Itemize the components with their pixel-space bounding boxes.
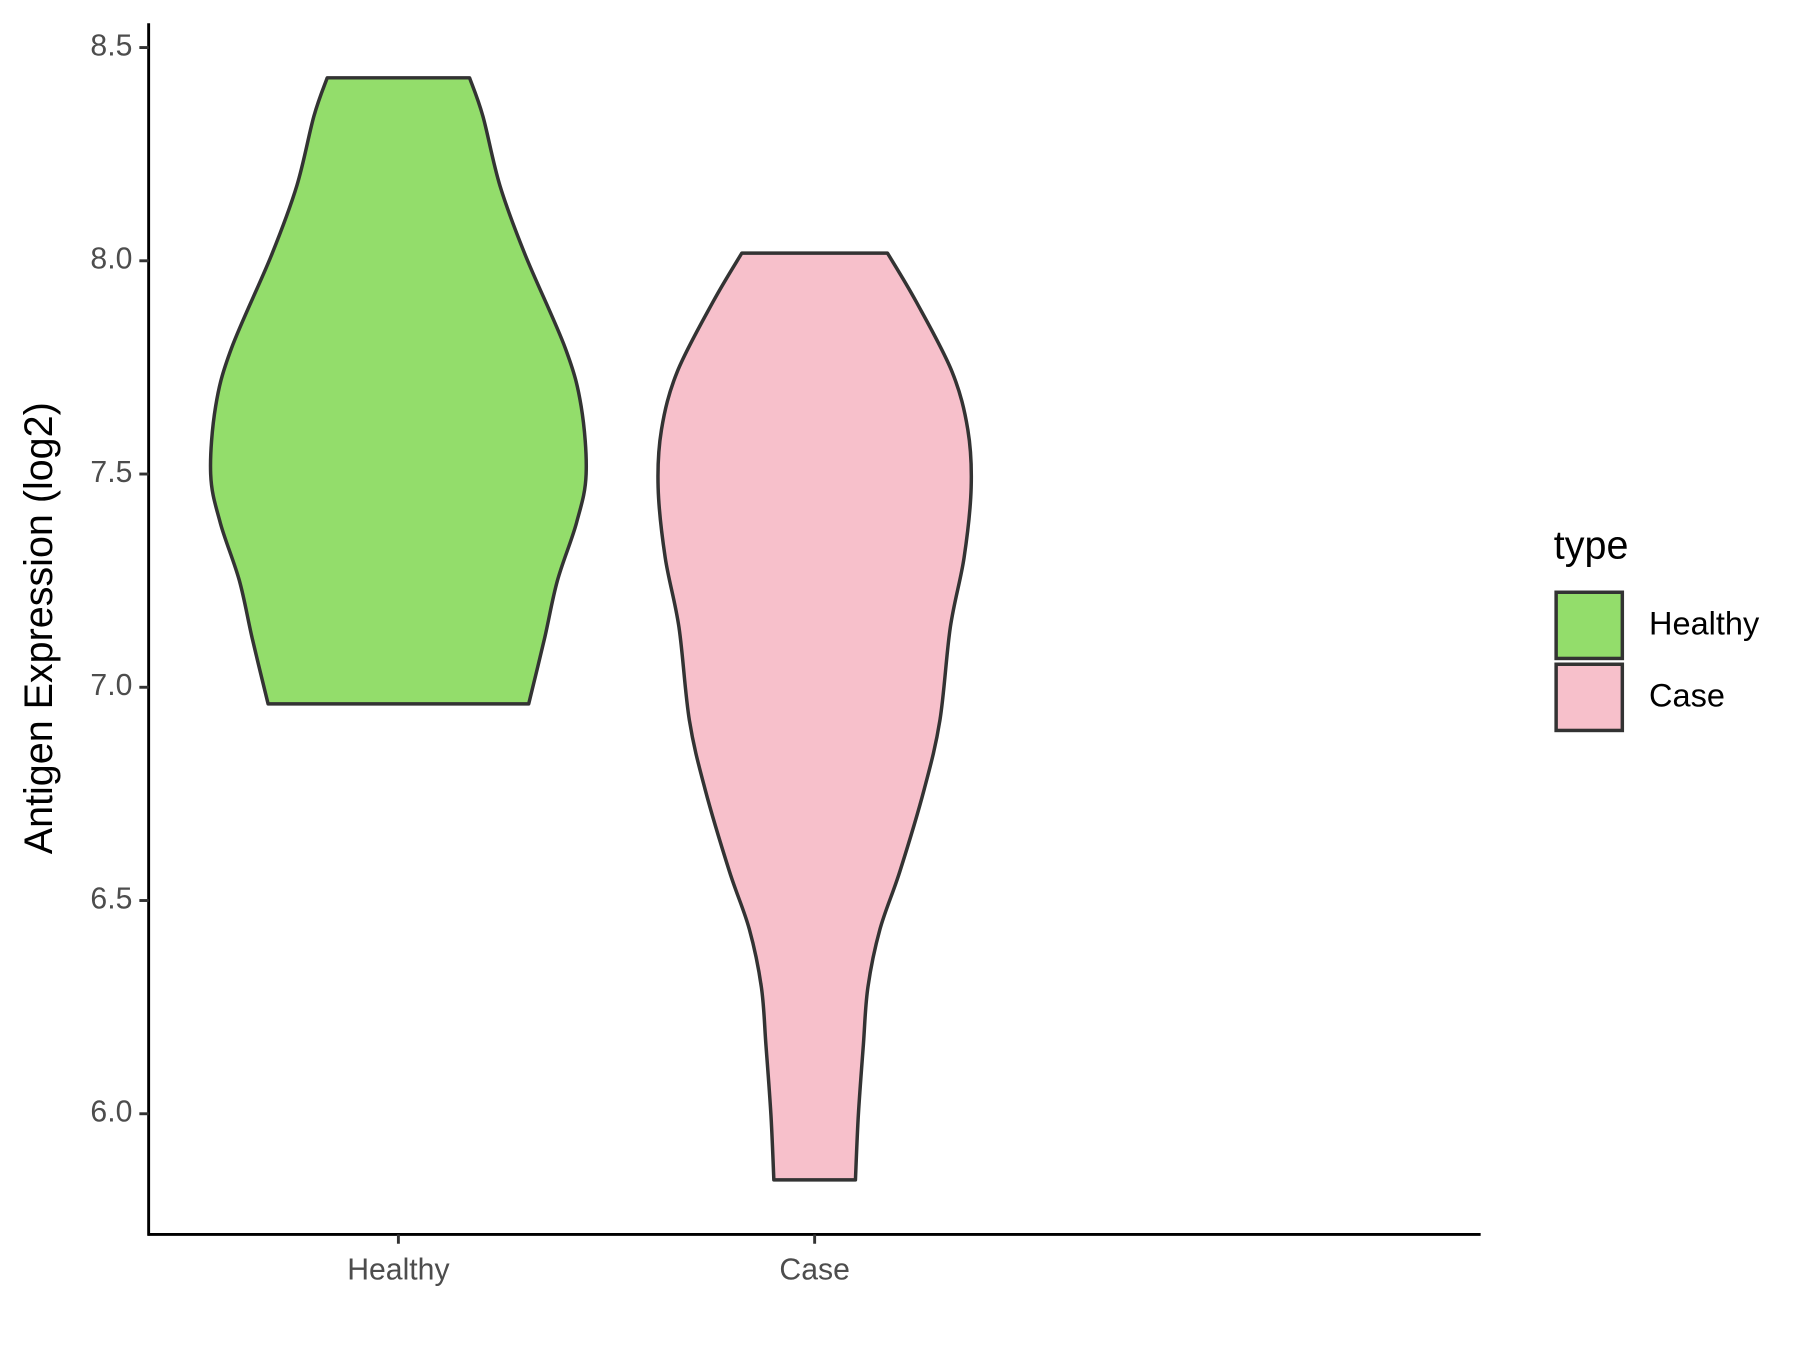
y-tick-label: 6.0 bbox=[90, 1096, 132, 1129]
legend-title: type bbox=[1554, 524, 1629, 568]
legend-label: Healthy bbox=[1649, 606, 1760, 642]
y-tick-label: 6.5 bbox=[90, 882, 132, 915]
y-tick-label: 8.5 bbox=[90, 30, 132, 63]
y-tick-label: 7.5 bbox=[90, 456, 132, 489]
y-tick-label: 7.0 bbox=[90, 669, 132, 702]
y-tick-label: 8.0 bbox=[90, 243, 132, 276]
legend-swatch bbox=[1554, 662, 1625, 733]
x-tick-label: Case bbox=[779, 1254, 849, 1287]
legend-swatch bbox=[1554, 590, 1625, 661]
violin bbox=[656, 251, 974, 1182]
legend-label: Case bbox=[1649, 678, 1725, 714]
violin bbox=[208, 76, 589, 706]
x-tick-label: Healthy bbox=[347, 1254, 450, 1287]
y-axis-title: Antigen Expression (log2) bbox=[17, 402, 61, 854]
